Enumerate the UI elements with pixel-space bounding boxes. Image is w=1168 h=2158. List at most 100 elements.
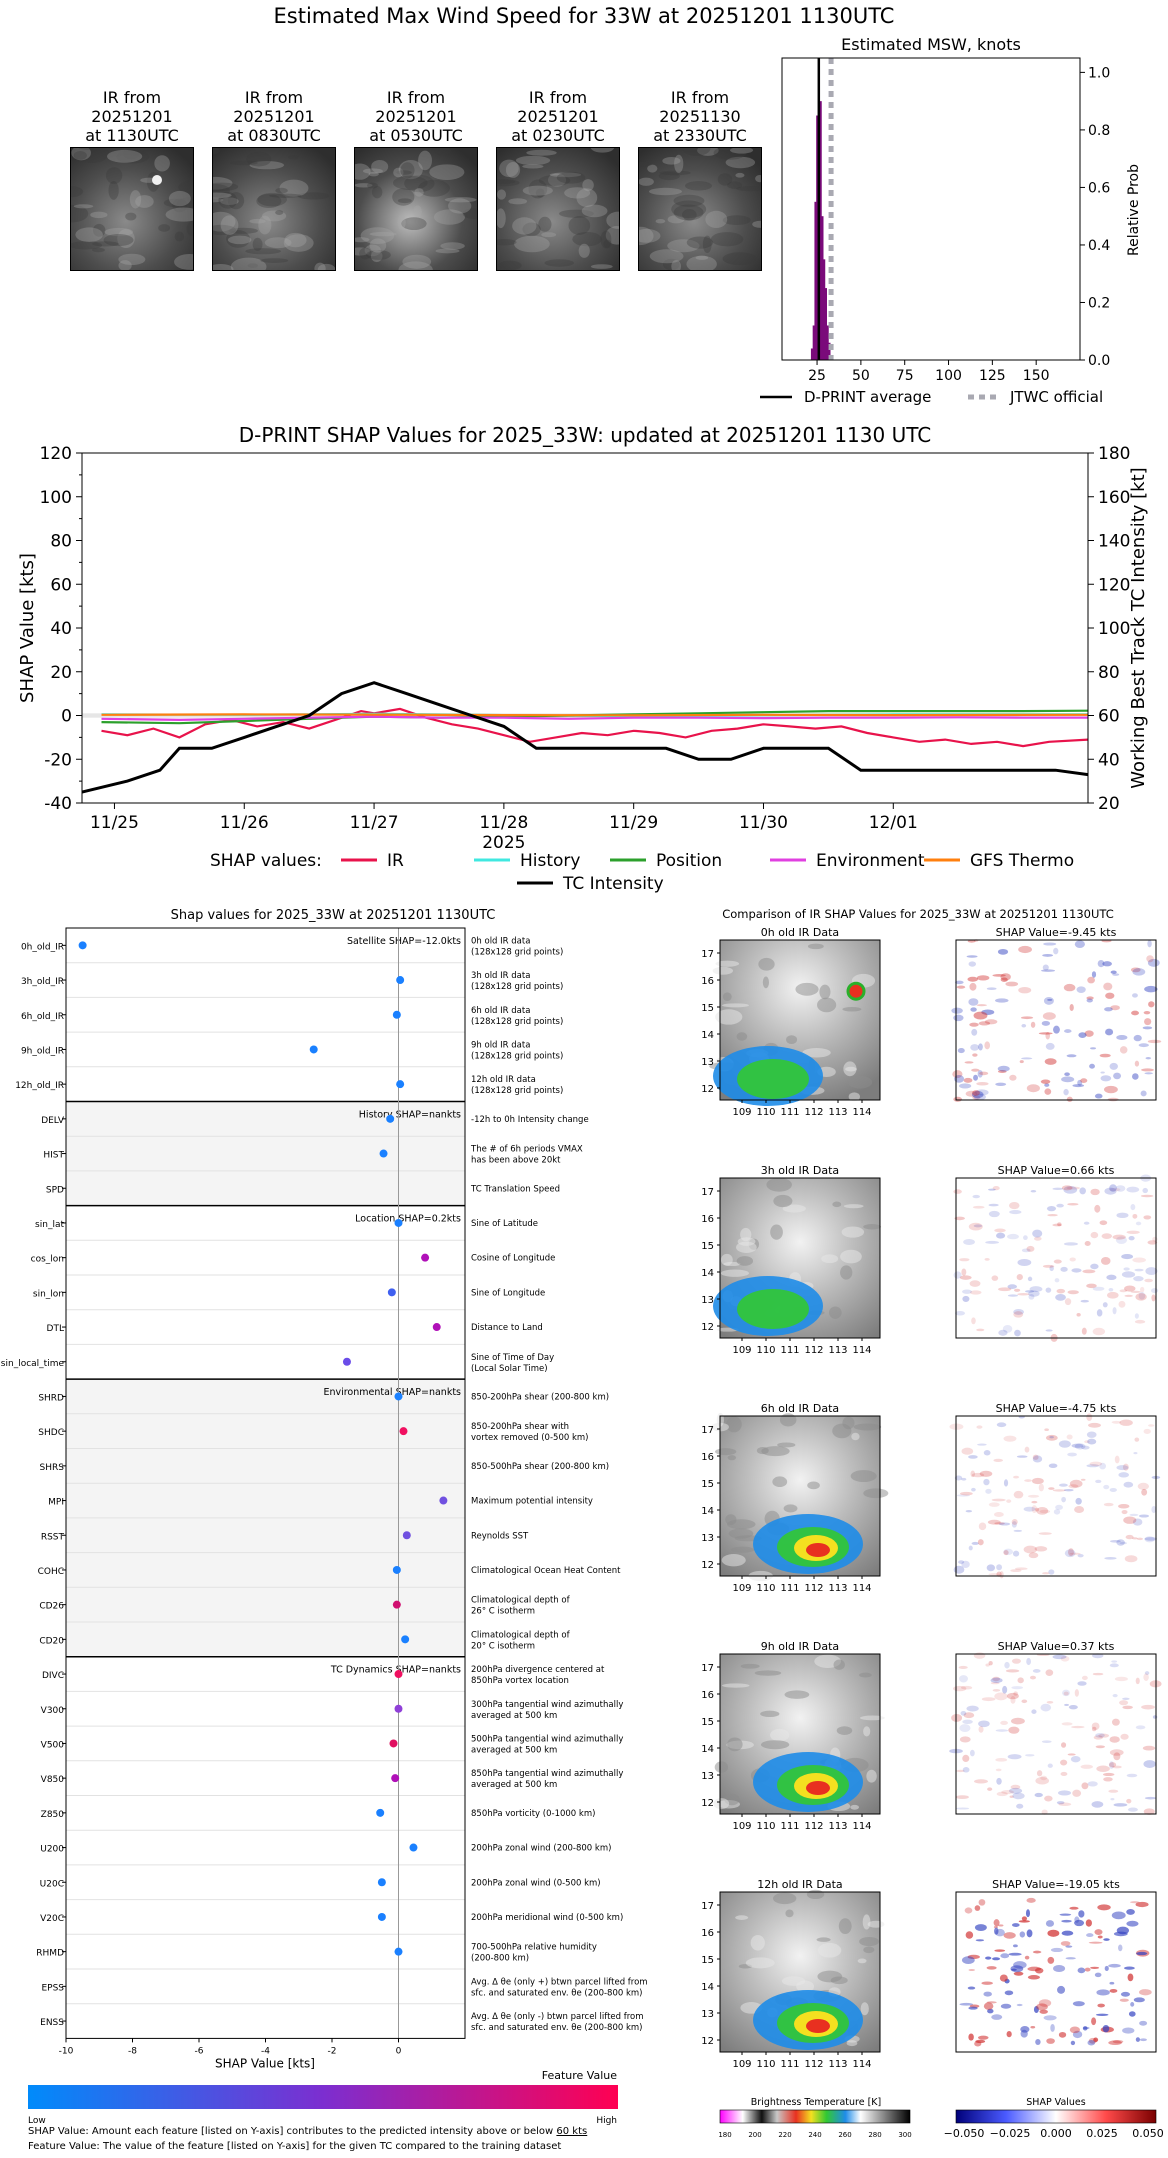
shap-pattern — [1103, 1502, 1114, 1507]
shap-pattern — [1104, 1007, 1113, 1012]
shap-pattern — [1024, 1955, 1030, 1960]
histogram-bar — [821, 216, 824, 360]
shap-pattern — [1055, 1504, 1063, 1510]
feature-description: Sine of Latitude — [471, 1219, 538, 1229]
shap-pattern — [986, 987, 997, 990]
shap-pattern — [1031, 1477, 1044, 1485]
histogram-ytick-label: 1.0 — [1088, 65, 1110, 81]
shap-pattern — [1032, 1454, 1039, 1460]
ir-cloud-texture — [564, 187, 591, 199]
ir-cloud-texture — [773, 1892, 797, 1905]
ir-cloud-texture — [118, 253, 146, 266]
feature-name-label: EPSS — [41, 1983, 64, 1993]
timeseries-y2tick-label: 80 — [1098, 663, 1120, 683]
feature-description: 200hPa zonal wind (200-800 km) — [471, 1844, 611, 1854]
shap-pattern — [1116, 1465, 1129, 1471]
feature-name-label: DELV — [41, 1116, 65, 1126]
shap-pattern — [1063, 1242, 1078, 1246]
shap-pattern — [1046, 1701, 1054, 1704]
ir-cloud-texture — [444, 197, 477, 203]
ir-cloud-texture — [174, 231, 185, 242]
shap-pattern — [1129, 1513, 1139, 1517]
feature-shap-point — [342, 1357, 351, 1366]
ir-cloud-texture — [212, 197, 224, 203]
ir-cloud-texture — [172, 198, 187, 213]
shap-pattern — [1072, 1084, 1085, 1088]
shap-pattern — [1048, 1569, 1055, 1575]
feature-description: Maximum potential intensity — [471, 1497, 593, 1507]
shap-pattern — [1003, 1932, 1016, 1939]
ir-ytick-label: 17 — [701, 1901, 714, 1912]
legend-dprint-label: D-PRINT average — [804, 388, 931, 406]
ir-colorbar — [719, 2109, 911, 2124]
shap-pattern — [1132, 1073, 1139, 1080]
shap-pattern — [1128, 1235, 1135, 1241]
ir-cloud-texture — [364, 244, 381, 257]
shap-pattern — [1102, 1772, 1115, 1777]
feature-description: vortex removed (0-500 km) — [471, 1433, 588, 1443]
ir-cloud-texture — [515, 155, 551, 166]
ir-panel-title: 0h old IR Data — [761, 926, 839, 939]
shap-pattern — [1060, 1655, 1070, 1662]
feature-description: The # of 6h periods VMAX — [470, 1145, 583, 1155]
shap-pattern — [968, 2006, 978, 2010]
ir-ytick-label: 12 — [701, 1084, 714, 1095]
ir-cloud-texture — [673, 194, 705, 207]
shap-pattern — [995, 1082, 1007, 1087]
shap-pattern — [1086, 1431, 1097, 1438]
ir-cloud-texture — [702, 235, 712, 253]
shap-pattern — [1061, 1742, 1067, 1748]
ir-cloud-texture — [720, 1269, 750, 1277]
page-title: Estimated Max Wind Speed for 33W at 2025… — [273, 4, 895, 28]
timeseries-y2tick-label: 180 — [1098, 444, 1130, 464]
ir-cloud-texture — [832, 1201, 842, 1208]
ir-xtick-label: 111 — [780, 2059, 799, 2070]
ir-ytick-label: 12 — [701, 1798, 714, 1809]
timeseries-ytick-label: -20 — [44, 750, 72, 770]
shap-pattern — [969, 1290, 982, 1295]
shap-pattern — [1122, 2027, 1135, 2034]
shap-pattern — [955, 980, 964, 985]
ir-cloud-texture — [418, 150, 433, 171]
shap-pattern — [1040, 1775, 1048, 1781]
shap-pattern — [1087, 1438, 1097, 1445]
shap-pattern — [1026, 1657, 1031, 1666]
shap-pattern — [1115, 1236, 1128, 1244]
shap-pattern — [1014, 1567, 1028, 1571]
ir-ytick-label: 13 — [701, 1295, 714, 1306]
shap-pattern — [985, 1240, 999, 1244]
shap-pattern — [1074, 1916, 1080, 1923]
footnote-feature: Feature Value: The value of the feature … — [28, 2141, 562, 2152]
shap-pattern — [1116, 1035, 1128, 1040]
shap-pattern — [967, 1954, 980, 1960]
shap-pattern — [1074, 1689, 1079, 1697]
shap-pattern — [1036, 1507, 1049, 1515]
shap-pattern — [1109, 1184, 1117, 1192]
shap-pattern — [1151, 1505, 1157, 1514]
shap-pattern — [984, 1041, 991, 1050]
shap-pattern — [1031, 1500, 1038, 1504]
shap-pattern — [969, 1022, 979, 1027]
shap-pattern — [994, 1692, 1008, 1701]
ir-cloud-texture — [582, 179, 594, 192]
ir-ytick-label: 12 — [701, 2036, 714, 2047]
shap-pattern — [1011, 1923, 1020, 1927]
shap-pattern — [1143, 1215, 1152, 1220]
shap-pattern — [1045, 1669, 1054, 1676]
shap-pattern — [1011, 1519, 1018, 1525]
ir-cloud-texture — [842, 1006, 862, 1012]
shap-pattern — [1000, 973, 1011, 981]
shap-panel-image — [956, 1178, 1156, 1338]
shap-pattern — [1000, 1953, 1010, 1959]
ir-cloud-texture — [730, 1546, 755, 1553]
ir-cloud-texture — [671, 200, 707, 219]
ir-thumbnail-caption-line: 20251201 — [517, 107, 599, 126]
feature-shap-point — [379, 1149, 388, 1158]
shap-pattern — [1007, 1754, 1022, 1760]
shap-pattern — [964, 1061, 974, 1064]
shap-pattern — [1134, 1319, 1146, 1324]
ir-thumbnail-background — [354, 147, 478, 271]
shap-pattern — [987, 1188, 996, 1191]
ir-thumbnail-image — [212, 147, 336, 271]
shap-pattern — [988, 1203, 999, 1207]
